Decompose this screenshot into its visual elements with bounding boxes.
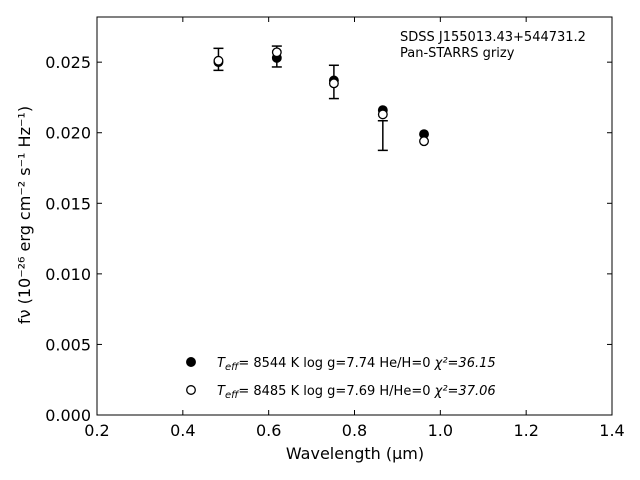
x-tick-label: 1.4 — [599, 421, 624, 440]
model-point-open — [271, 47, 282, 58]
annotation-object-name: SDSS J155013.43+544731.2 — [400, 30, 586, 45]
y-tick-label: 0.020 — [45, 124, 91, 143]
y-tick-label: 0.005 — [45, 335, 91, 354]
legend-marker-open — [186, 385, 196, 395]
y-tick-label: 0.015 — [45, 194, 91, 213]
legend-entry: Teff= 8544 K log g=7.74 He/H=0 χ²=36.15 — [217, 356, 496, 373]
y-axis-label: fν (10⁻²⁶ erg cm⁻² s⁻¹ Hz⁻¹) — [15, 106, 34, 324]
x-tick-label: 0.6 — [256, 421, 281, 440]
model-point-open — [328, 78, 339, 89]
model-point-open — [377, 109, 388, 120]
x-tick-label: 0.8 — [342, 421, 367, 440]
x-tick-label: 1.0 — [428, 421, 453, 440]
legend-entry: Teff= 8485 K log g=7.69 H/He=0 χ²=37.06 — [217, 384, 496, 401]
annotation-survey-name: Pan-STARRS grizy — [400, 46, 515, 61]
x-tick-label: 0.2 — [84, 421, 109, 440]
legend-marker-filled — [186, 357, 196, 367]
model-point-open — [419, 136, 429, 147]
y-tick-label: 0.000 — [45, 406, 91, 425]
error-bar — [377, 119, 388, 152]
x-axis-label: Wavelength (μm) — [286, 444, 424, 463]
model-point-open — [213, 55, 224, 66]
y-tick-label: 0.010 — [45, 265, 91, 284]
x-tick-label: 0.4 — [170, 421, 195, 440]
y-tick-label: 0.025 — [45, 53, 91, 72]
x-tick-label: 1.2 — [513, 421, 538, 440]
